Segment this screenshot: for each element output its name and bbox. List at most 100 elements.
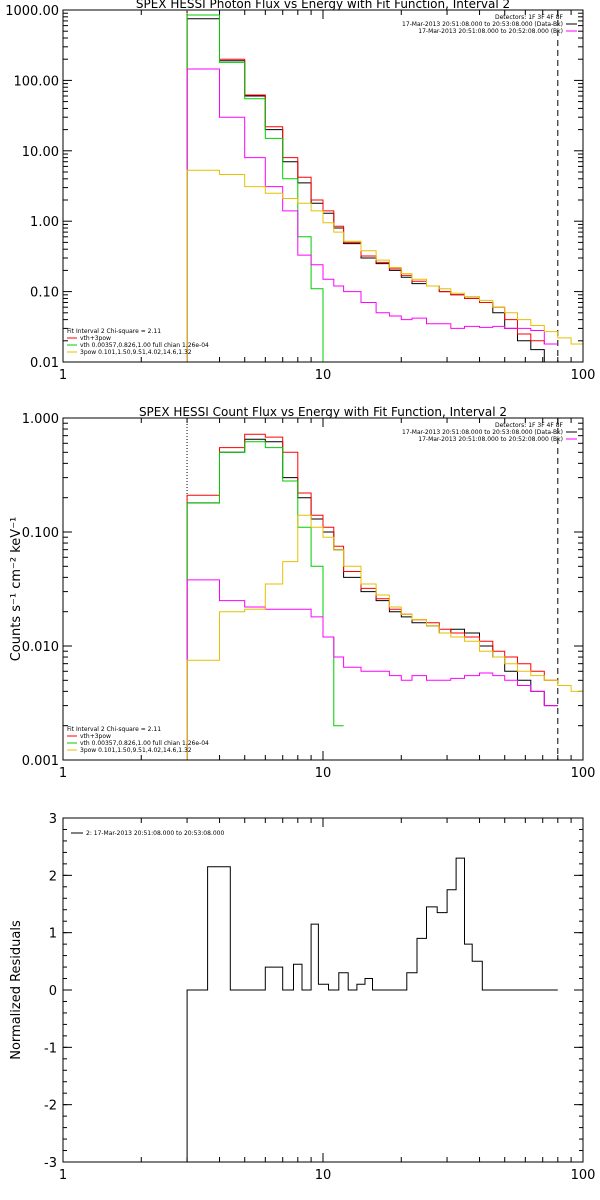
series-group bbox=[186, 857, 558, 1162]
data-point bbox=[274, 441, 275, 442]
legend-top-right-item: 17-Mar-2013 20:51:08.000 to 20:53:08.000… bbox=[402, 21, 563, 28]
legend-top-right-item: 17-Mar-2013 20:51:08.000 to 20:52:08.000… bbox=[418, 436, 563, 443]
data-point bbox=[328, 210, 329, 211]
data-point bbox=[419, 283, 420, 284]
y-tick-label: 10.00 bbox=[22, 145, 59, 160]
data-point bbox=[338, 286, 339, 287]
data-point bbox=[577, 344, 578, 345]
data-point bbox=[343, 972, 344, 973]
data-point bbox=[328, 637, 329, 638]
y-axis-label: Normalized Residuals bbox=[9, 920, 24, 1060]
data-point bbox=[486, 327, 487, 328]
data-point bbox=[304, 515, 305, 516]
series-line-1 bbox=[186, 18, 558, 362]
data-point bbox=[432, 323, 433, 324]
data-point bbox=[457, 328, 458, 329]
data-point bbox=[352, 667, 353, 668]
data-point bbox=[395, 609, 396, 610]
data-point bbox=[498, 651, 499, 652]
data-point bbox=[274, 193, 275, 194]
data-point bbox=[232, 447, 233, 448]
data-point bbox=[323, 984, 324, 985]
data-point bbox=[274, 186, 275, 187]
legend-bottom-left-item: 3pow 0.101,1.50,9.51,4.02,14.6,1.32 bbox=[80, 747, 192, 754]
chart-title: SPEX HESSI Count Flux vs Energy with Fit… bbox=[139, 405, 507, 419]
data-point bbox=[377, 990, 378, 991]
series-line-1 bbox=[186, 438, 558, 760]
data-point bbox=[486, 300, 487, 301]
data-point bbox=[317, 200, 318, 201]
data-point bbox=[338, 657, 339, 658]
data-point bbox=[255, 434, 256, 435]
data-point bbox=[232, 59, 233, 60]
data-point bbox=[368, 302, 369, 303]
data-point bbox=[511, 680, 512, 681]
series-line-5 bbox=[186, 169, 583, 362]
data-point bbox=[274, 437, 275, 438]
data-point bbox=[544, 990, 545, 991]
data-point bbox=[317, 515, 318, 516]
data-point bbox=[432, 622, 433, 623]
data-point bbox=[406, 616, 407, 617]
data-point bbox=[577, 691, 578, 692]
data-point bbox=[445, 629, 446, 630]
data-point bbox=[472, 298, 473, 299]
data-point bbox=[432, 680, 433, 681]
data-point bbox=[352, 241, 353, 242]
data-point bbox=[406, 614, 407, 615]
data-point bbox=[406, 277, 407, 278]
data-point bbox=[203, 15, 204, 16]
data-point bbox=[537, 330, 538, 331]
data-point bbox=[511, 663, 512, 664]
series-line-5 bbox=[186, 514, 583, 760]
data-point bbox=[290, 477, 291, 478]
data-point bbox=[338, 226, 339, 227]
data-point bbox=[203, 495, 204, 496]
chart-panel-1: SPEX HESSI Photon Flux vs Energy with Fi… bbox=[5, 0, 595, 383]
data-point bbox=[498, 675, 499, 676]
chart-panel-2: SPEX HESSI Count Flux vs Energy with Fit… bbox=[9, 405, 595, 781]
data-point bbox=[203, 170, 204, 171]
data-point bbox=[232, 174, 233, 175]
data-point bbox=[494, 990, 495, 991]
data-point bbox=[472, 675, 473, 676]
data-point bbox=[255, 95, 256, 96]
data-point bbox=[460, 858, 461, 859]
y-tick-label: 0.010 bbox=[22, 640, 59, 655]
data-point bbox=[328, 213, 329, 214]
data-point bbox=[368, 250, 369, 251]
data-point bbox=[314, 924, 315, 925]
legend-top-right-item: 17-Mar-2013 20:51:08.000 to 20:53:08.000… bbox=[402, 429, 563, 436]
data-point bbox=[551, 331, 552, 332]
data-point bbox=[419, 622, 420, 623]
data-point bbox=[564, 685, 565, 686]
data-point bbox=[511, 657, 512, 658]
data-point bbox=[524, 671, 525, 672]
data-point bbox=[486, 651, 487, 652]
data-point bbox=[402, 990, 403, 991]
data-point bbox=[317, 203, 318, 204]
data-point bbox=[290, 609, 291, 610]
y-tick-label: 3 bbox=[49, 812, 57, 827]
data-point bbox=[232, 60, 233, 61]
x-tick-label: 1 bbox=[59, 1168, 67, 1183]
data-point bbox=[419, 281, 420, 282]
data-point bbox=[537, 325, 538, 326]
data-point bbox=[486, 990, 487, 991]
legend-top-left-item: 2: 17-Mar-2013 20:51:08.000 to 20:53:08.… bbox=[86, 830, 224, 837]
data-point bbox=[203, 502, 204, 503]
data-point bbox=[352, 566, 353, 567]
data-point bbox=[511, 328, 512, 329]
data-point bbox=[255, 157, 256, 158]
data-point bbox=[255, 96, 256, 97]
data-point bbox=[512, 990, 513, 991]
data-point bbox=[304, 609, 305, 610]
legend-top-right-item: Detectors: 1F 3F 4F 8F bbox=[495, 14, 564, 21]
data-point bbox=[486, 673, 487, 674]
data-point bbox=[421, 938, 422, 939]
data-point bbox=[203, 69, 204, 70]
data-point bbox=[382, 312, 383, 313]
data-point bbox=[255, 186, 256, 187]
y-tick-label: -2 bbox=[44, 1099, 57, 1114]
